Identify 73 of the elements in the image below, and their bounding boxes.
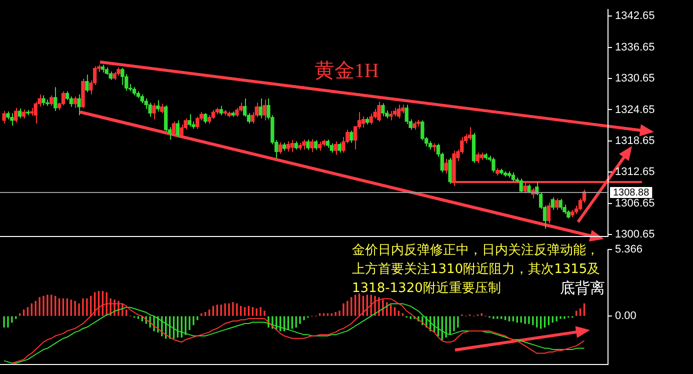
annotation: 底背离: [560, 279, 605, 297]
candlestick: [172, 120, 176, 136]
candlestick: [306, 139, 310, 151]
y-tick-label: 5.366: [615, 244, 643, 256]
candlestick: [302, 139, 306, 150]
candlestick: [160, 103, 164, 114]
candlestick: [338, 142, 342, 154]
candlestick: [492, 156, 496, 173]
candlestick: [203, 112, 208, 124]
candlestick: [156, 100, 160, 112]
y-tick-label: 1330.65: [615, 72, 655, 85]
annotation: 1318-1320附近重要压制: [352, 281, 501, 297]
candlestick: [404, 104, 408, 125]
candlestick: [258, 98, 262, 119]
text: 黄金1H: [314, 60, 379, 82]
candlestick: [278, 142, 282, 154]
candlestick: [511, 172, 516, 182]
candlestick: [396, 104, 401, 119]
y-tick-label: 1300.65: [615, 228, 655, 241]
candlestick: [188, 114, 192, 128]
y-tick-label: 1306.65: [615, 197, 655, 210]
candlestick: [196, 116, 200, 130]
candlestick: [180, 124, 184, 138]
candlestick: [468, 126, 472, 141]
candlestick: [546, 202, 551, 224]
candlestick: [61, 90, 66, 106]
candlestick: [420, 120, 424, 141]
candlestick: [14, 107, 18, 123]
candlestick: [554, 198, 558, 210]
candlestick: [85, 74, 89, 93]
annotation: 金价日内反弹修正中，日内关注反弹动能，: [352, 243, 599, 259]
y-tick-label: 1318.65: [615, 134, 655, 147]
candlestick: [381, 102, 385, 117]
candlestick: [330, 142, 334, 154]
y-tick-label: 1324.65: [615, 104, 655, 116]
candlestick: [69, 96, 73, 108]
ref-line-label: 1308.88: [613, 187, 650, 198]
candlestick: [152, 102, 156, 120]
candlestick: [176, 120, 180, 138]
candlestick: [314, 140, 318, 151]
y-tick-label: 1312.65: [615, 166, 655, 178]
candlestick: [444, 158, 448, 174]
candlestick: [334, 140, 338, 156]
candlestick: [2, 110, 6, 124]
y-tick-label: 1336.65: [615, 41, 655, 54]
candlestick: [42, 94, 46, 106]
candlestick: [77, 94, 81, 116]
candlestick: [558, 198, 562, 210]
candlestick: [519, 178, 523, 193]
candlestick: [10, 112, 14, 126]
annotation: 上方首要关注1310附近阻力，其次1315及: [352, 262, 600, 278]
candlestick: [73, 96, 77, 108]
candlestick: [377, 101, 381, 122]
candlestick: [310, 138, 314, 153]
candlestick: [164, 104, 168, 132]
candlestick: [350, 130, 354, 144]
candlestick: [148, 102, 152, 118]
candlestick: [448, 157, 452, 184]
y-tick-label: 1342.65: [615, 10, 655, 22]
candlestick: [34, 101, 38, 124]
candlestick: [550, 196, 554, 210]
candlestick: [50, 94, 54, 106]
candlestick: [54, 86, 58, 112]
candlestick: [476, 152, 480, 164]
candlestick: [361, 116, 366, 128]
y-tick-label: 0.00: [615, 310, 636, 322]
candlestick: [523, 181, 527, 194]
candlestick: [262, 99, 266, 121]
candlestick: [219, 105, 223, 116]
candlestick: [369, 113, 373, 126]
candlestick: [18, 108, 22, 119]
candlestick: [286, 140, 290, 152]
candlestick: [290, 140, 294, 153]
